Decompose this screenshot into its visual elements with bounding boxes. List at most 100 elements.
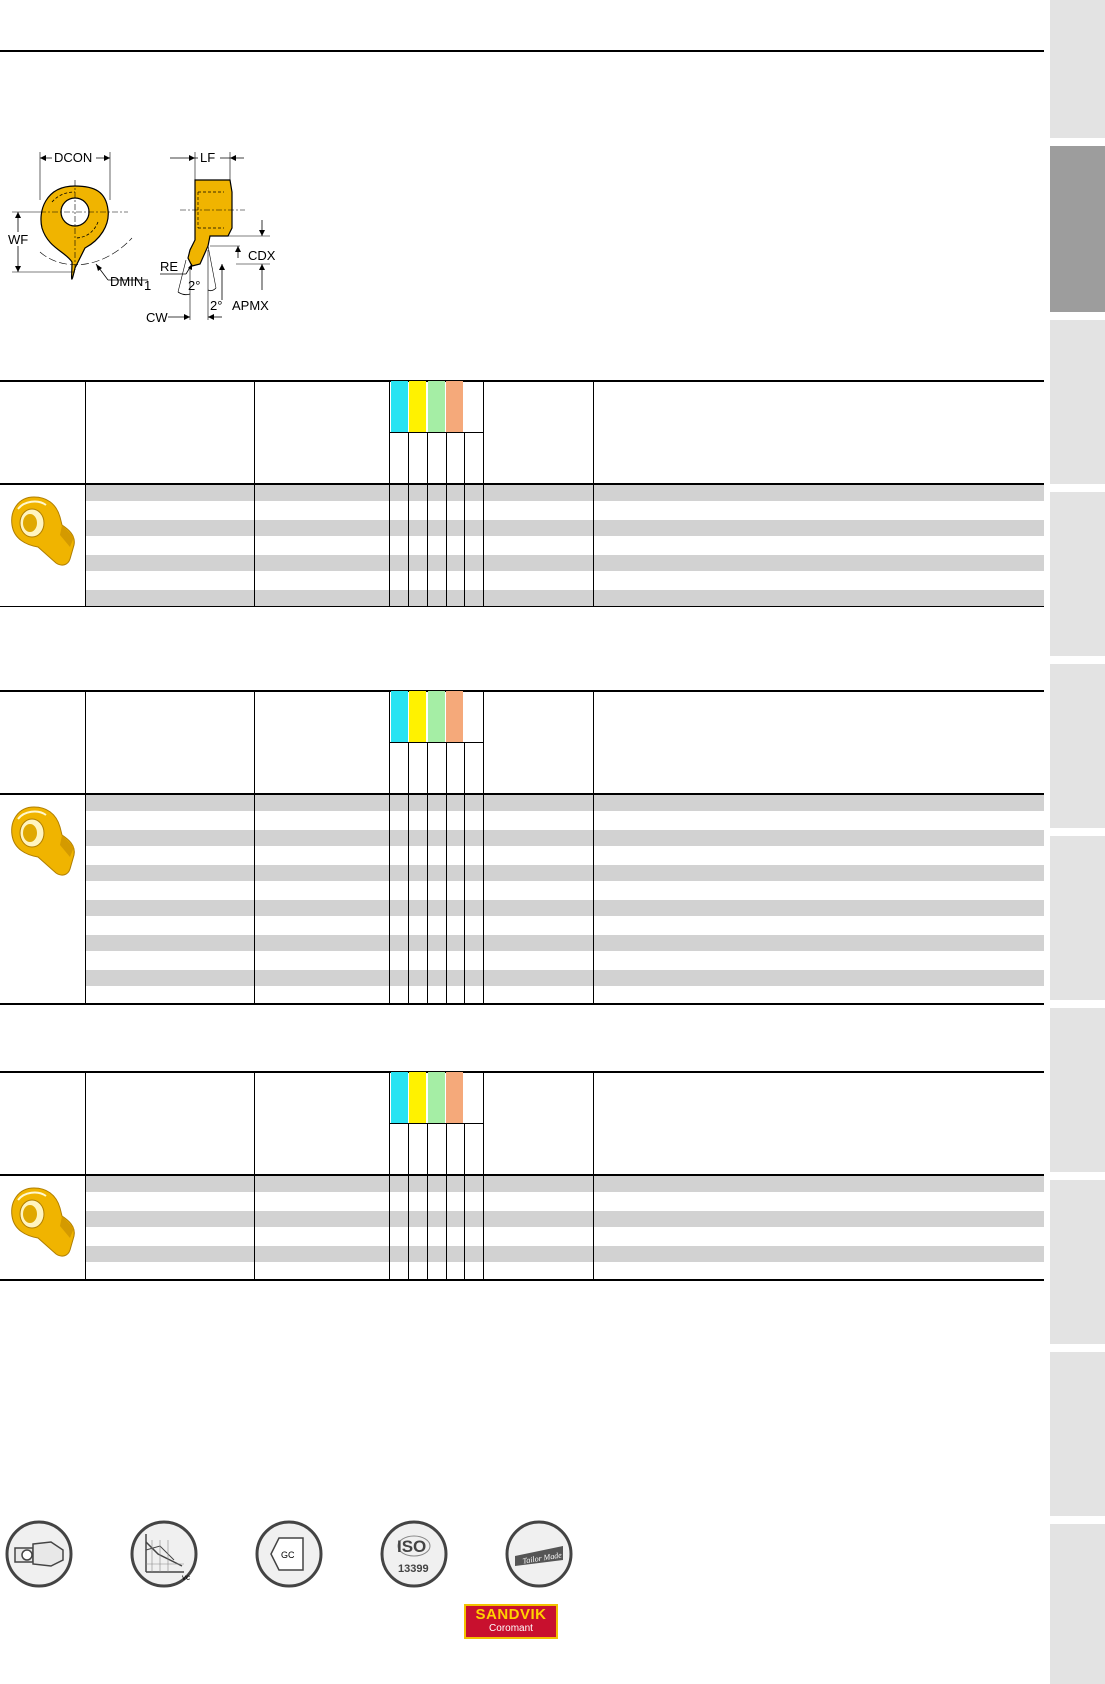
grade-color-cell xyxy=(409,1072,426,1124)
side-tab-1[interactable] xyxy=(1050,0,1105,138)
iso-label: ISO xyxy=(397,1537,426,1556)
side-tab-8[interactable] xyxy=(1050,1180,1105,1344)
table-row-stripe xyxy=(85,520,1044,536)
insert-image xyxy=(11,806,75,876)
tailor-made-icon[interactable]: Tailor Made xyxy=(505,1520,573,1588)
product-table-3 xyxy=(0,1071,1044,1281)
label-dcon: DCON xyxy=(54,150,92,165)
label-angle-2: 2° xyxy=(210,298,222,313)
iso-13399-icon[interactable]: ISO 13399 xyxy=(380,1520,448,1588)
side-tab-3[interactable] xyxy=(1050,320,1105,484)
grade-color-cell xyxy=(446,381,463,433)
table-column-line xyxy=(446,432,447,606)
table-column-line xyxy=(85,1071,86,1279)
table-header-line xyxy=(0,483,1044,485)
table-bottom-line xyxy=(0,1279,1044,1281)
table-column-line xyxy=(408,1123,409,1279)
table-top-line xyxy=(0,690,1044,692)
table-column-line xyxy=(427,742,428,1003)
table-column-line xyxy=(427,432,428,606)
grade-color-cell xyxy=(446,1072,463,1124)
table-header-line xyxy=(0,1174,1044,1176)
grade-color-cell xyxy=(391,381,408,433)
iso-number: 13399 xyxy=(398,1563,429,1575)
table-row-stripe xyxy=(85,795,1044,811)
product-table-1 xyxy=(0,380,1044,607)
table-column-line xyxy=(389,690,390,1003)
table-column-line xyxy=(464,432,465,606)
grade-color-cell xyxy=(409,691,426,743)
side-tab-6[interactable] xyxy=(1050,836,1105,1000)
product-table-2 xyxy=(0,690,1044,1005)
side-tab-5[interactable] xyxy=(1050,664,1105,828)
table-row-stripe xyxy=(85,935,1044,951)
table-column-line xyxy=(483,1071,484,1279)
cutting-data-icon[interactable]: vc xyxy=(130,1520,198,1588)
grade-color-cell xyxy=(428,691,445,743)
table-row-stripe xyxy=(85,970,1044,986)
table-row-stripe xyxy=(85,555,1044,571)
table-column-line xyxy=(446,742,447,1003)
table-column-line xyxy=(408,432,409,606)
sandvik-logo: SANDVIK Coromant xyxy=(464,1604,558,1639)
table-row-stripe xyxy=(85,900,1044,916)
table-row-stripe xyxy=(85,1176,1044,1192)
table-column-line xyxy=(254,690,255,1003)
grade-sub-line xyxy=(389,1123,483,1124)
table-column-line xyxy=(389,380,390,606)
grade-color-cell xyxy=(446,691,463,743)
table-header-line xyxy=(0,793,1044,795)
grade-color-cell xyxy=(428,381,445,433)
table-column-line xyxy=(408,742,409,1003)
table-column-line xyxy=(427,1123,428,1279)
grade-color-cell xyxy=(391,1072,408,1124)
side-tab-7[interactable] xyxy=(1050,1008,1105,1172)
grade-sub-line xyxy=(389,432,483,433)
table-row-stripe xyxy=(85,485,1044,501)
table-column-line xyxy=(389,1071,390,1279)
table-bottom-line xyxy=(0,1003,1044,1005)
table-column-line xyxy=(483,380,484,606)
table-row-stripe xyxy=(85,830,1044,846)
vc-label: vc xyxy=(182,1573,190,1582)
side-tab-4[interactable] xyxy=(1050,492,1105,656)
label-apmx: APMX xyxy=(232,298,269,313)
label-re: RE xyxy=(160,259,178,274)
table-bottom-line xyxy=(0,605,1044,607)
table-row-stripe xyxy=(85,590,1044,606)
brand-sub: Coromant xyxy=(489,1623,533,1634)
table-column-line xyxy=(464,1123,465,1279)
label-angle-1: 2° xyxy=(188,278,200,293)
table-column-line xyxy=(593,380,594,606)
insert-dimension-diagram: DCON WF DMIN 1 LF CDX APMX RE 2° xyxy=(6,150,276,325)
insert-image xyxy=(11,1187,75,1257)
tool-holder-icon[interactable] xyxy=(5,1520,73,1588)
side-tab-9[interactable] xyxy=(1050,1352,1105,1516)
table-row-stripe xyxy=(85,1211,1044,1227)
side-tabs xyxy=(1050,0,1105,1684)
grade-icon[interactable]: GC xyxy=(255,1520,323,1588)
insert-image xyxy=(11,496,75,566)
grade-icon-label: GC xyxy=(281,1550,295,1560)
table-column-line xyxy=(483,690,484,1003)
front-view-insert xyxy=(39,180,133,280)
label-lf: LF xyxy=(200,150,215,165)
table-top-line xyxy=(0,380,1044,382)
side-tab-10[interactable] xyxy=(1050,1524,1105,1684)
top-rule xyxy=(0,50,1044,52)
table-column-line xyxy=(593,690,594,1003)
label-cdx: CDX xyxy=(248,248,276,263)
label-wf: WF xyxy=(8,232,28,247)
table-column-line xyxy=(254,380,255,606)
side-tab-2-active[interactable] xyxy=(1050,146,1105,312)
label-cw: CW xyxy=(146,310,168,325)
table-column-line xyxy=(85,690,86,1003)
table-column-line xyxy=(593,1071,594,1279)
label-dmin-sub: 1 xyxy=(144,278,151,293)
table-column-line xyxy=(446,1123,447,1279)
grade-color-cell xyxy=(391,691,408,743)
brand-name: SANDVIK xyxy=(475,1606,547,1623)
label-dmin: DMIN xyxy=(110,274,143,289)
table-column-line xyxy=(254,1071,255,1279)
table-column-line xyxy=(85,380,86,606)
